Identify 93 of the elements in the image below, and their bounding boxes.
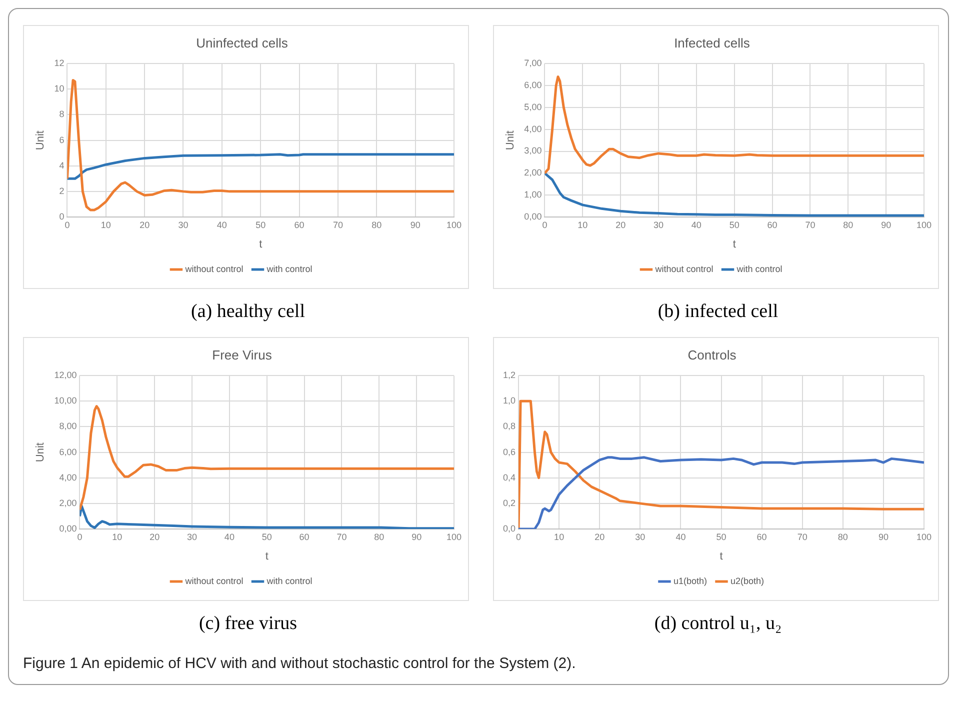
legend-label: without control bbox=[184, 576, 244, 586]
x-tick-label: 60 bbox=[294, 220, 304, 230]
y-tick-label: 10,00 bbox=[54, 396, 77, 406]
x-axis-title: t bbox=[732, 238, 736, 250]
y-tick-label: 6,00 bbox=[59, 446, 77, 457]
x-tick-label: 30 bbox=[653, 220, 664, 230]
y-tick-label: 0,6 bbox=[502, 446, 516, 457]
text: (a) healthy cell bbox=[190, 301, 306, 324]
x-axis-title: t bbox=[720, 550, 723, 562]
y-tick-label: 1,00 bbox=[524, 190, 542, 200]
legend-label: without control bbox=[184, 264, 244, 274]
text: (d) control u₁, u₂ bbox=[653, 613, 783, 636]
x-tick-label: 10 bbox=[112, 532, 122, 542]
y-tick-label: 12,00 bbox=[54, 370, 77, 380]
x-tick-label: 100 bbox=[916, 532, 932, 542]
y-tick-label: 0,0 bbox=[502, 523, 516, 534]
x-tick-label: 40 bbox=[691, 220, 702, 230]
x-tick-label: 10 bbox=[578, 220, 588, 230]
x-tick-label: 30 bbox=[178, 220, 188, 230]
x-tick-label: 60 bbox=[756, 532, 767, 542]
x-axis-title: t bbox=[259, 238, 262, 250]
y-tick-label: 0,8 bbox=[502, 421, 516, 432]
legend-label: u1(both) bbox=[673, 576, 708, 586]
x-tick-label: 30 bbox=[187, 532, 198, 542]
legend-label: without control bbox=[654, 264, 714, 274]
y-tick-label: 0,00 bbox=[524, 211, 542, 222]
y-tick-label: 2 bbox=[59, 186, 64, 196]
x-tick-label: 30 bbox=[635, 532, 646, 542]
y-tick-label: 2,00 bbox=[59, 498, 77, 508]
x-tick-label: 70 bbox=[336, 532, 347, 542]
x-tick-label: 20 bbox=[616, 220, 626, 230]
x-tick-label: 70 bbox=[797, 532, 808, 542]
y-tick-label: 10 bbox=[54, 84, 64, 94]
y-tick-label: 4,00 bbox=[59, 472, 77, 482]
y-tick-label: 0,00 bbox=[59, 523, 77, 534]
x-tick-label: 50 bbox=[716, 532, 726, 542]
x-tick-label: 20 bbox=[150, 532, 160, 542]
y-tick-label: 3,00 bbox=[524, 146, 542, 156]
legend-label: u2(both) bbox=[730, 576, 764, 586]
y-tick-label: 4,00 bbox=[524, 124, 542, 134]
x-tick-label: 40 bbox=[224, 532, 234, 542]
y-tick-label: 1,0 bbox=[502, 396, 516, 406]
x-tick-label: 20 bbox=[140, 220, 150, 230]
x-tick-label: 50 bbox=[729, 220, 740, 230]
y-axis-title: Unit bbox=[504, 130, 517, 150]
x-tick-label: 50 bbox=[262, 532, 272, 542]
y-axis-title: Unit bbox=[34, 130, 47, 150]
x-tick-label: 70 bbox=[805, 220, 816, 230]
x-tick-label: 80 bbox=[372, 220, 382, 230]
x-tick-label: 10 bbox=[100, 220, 111, 230]
chart-title: Controls bbox=[688, 347, 737, 362]
legend-label: with control bbox=[266, 576, 312, 586]
x-tick-label: 80 bbox=[374, 532, 384, 542]
y-tick-label: 8,00 bbox=[59, 421, 77, 432]
x-tick-label: 100 bbox=[916, 220, 932, 230]
text: (c) free virus bbox=[198, 613, 298, 636]
y-tick-label: 8 bbox=[59, 109, 64, 120]
legend-label: with control bbox=[266, 264, 312, 274]
x-tick-label: 60 bbox=[767, 220, 778, 230]
x-tick-label: 40 bbox=[216, 220, 227, 230]
caption: Figure 1 An epidemic of HCV with and without stochastic control for the System (2). bbox=[23, 655, 577, 672]
y-tick-label: 0,4 bbox=[502, 472, 516, 482]
x-tick-label: 10 bbox=[554, 532, 564, 542]
y-tick-label: 0 bbox=[59, 211, 64, 222]
x-tick-label: 80 bbox=[843, 220, 854, 230]
x-tick-label: 60 bbox=[299, 532, 310, 542]
chart-title: Free Virus bbox=[212, 347, 272, 362]
x-tick-label: 70 bbox=[332, 220, 343, 230]
x-tick-label: 50 bbox=[256, 220, 266, 230]
x-tick-label: 90 bbox=[881, 220, 892, 230]
y-axis-title: Unit bbox=[34, 442, 47, 462]
x-tick-label: 90 bbox=[412, 532, 422, 542]
y-tick-label: 12 bbox=[54, 58, 64, 68]
x-tick-label: 100 bbox=[446, 532, 462, 542]
x-tick-label: 40 bbox=[676, 532, 686, 542]
x-tick-label: 90 bbox=[878, 532, 888, 542]
x-tick-label: 80 bbox=[838, 532, 848, 542]
y-tick-label: 5,00 bbox=[524, 102, 542, 112]
x-tick-label: 20 bbox=[594, 532, 605, 542]
legend-label: with control bbox=[736, 264, 782, 274]
y-tick-label: 2,00 bbox=[524, 168, 542, 178]
text: (b) infected cell bbox=[656, 301, 780, 324]
y-tick-label: 0,2 bbox=[502, 498, 516, 508]
x-axis-title: t bbox=[265, 550, 268, 562]
y-tick-label: 6,00 bbox=[524, 80, 542, 90]
y-tick-label: 6 bbox=[59, 134, 64, 145]
chart-title: Uninfected cells bbox=[196, 35, 288, 50]
y-tick-label: 7,00 bbox=[524, 58, 542, 68]
x-tick-label: 90 bbox=[410, 220, 420, 230]
chart-title: Infected cells bbox=[674, 35, 750, 50]
y-tick-label: 1,2 bbox=[502, 370, 516, 380]
y-tick-label: 4 bbox=[59, 160, 64, 170]
x-tick-label: 100 bbox=[446, 220, 462, 230]
